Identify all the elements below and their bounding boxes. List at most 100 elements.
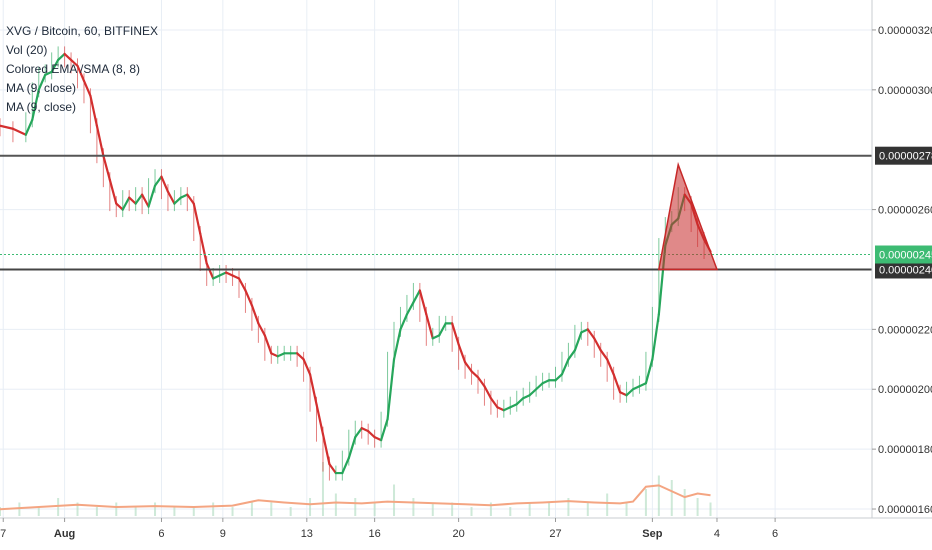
horizontal-lines[interactable]: 0.00000278 0.00000240 0.00000245: [0, 146, 932, 279]
price-segment: [360, 427, 370, 433]
price-segment: [205, 262, 215, 280]
price-segment: [308, 373, 318, 406]
price-segment: [399, 313, 409, 331]
price-segment: [625, 388, 635, 397]
price-segment: [522, 394, 531, 400]
volume-bar: [509, 507, 512, 516]
price-segment: [586, 328, 596, 340]
legend-item-ma-1[interactable]: MA (9, close): [6, 81, 77, 95]
x-tick-label: 7: [0, 528, 6, 540]
x-tick-label: 9: [220, 528, 226, 540]
volume-bar: [528, 502, 531, 516]
price-segment: [554, 373, 564, 382]
y-tick-label: 0.00000300: [878, 85, 932, 97]
volume-bar: [567, 498, 570, 516]
legend-title[interactable]: XVG / Bitcoin, 60, BITFINEX: [6, 24, 159, 38]
price-segment: [173, 196, 182, 205]
price-segment: [644, 358, 654, 385]
x-tick-label: 16: [369, 528, 381, 540]
price-segment: [224, 271, 234, 277]
price-segment: [37, 73, 47, 91]
price-segment: [483, 385, 493, 400]
volume-bar: [696, 498, 699, 516]
price-segment: [69, 58, 79, 67]
volume-bar: [231, 507, 234, 516]
price-segment: [470, 370, 480, 379]
volume-bar: [548, 502, 551, 516]
price-segment: [425, 313, 434, 340]
volume-bar: [606, 493, 609, 516]
volume-bar: [586, 502, 589, 516]
legend-item-ema-sma[interactable]: Colored EMA /SMA (8, 8): [6, 62, 141, 76]
volume-bar: [321, 462, 324, 516]
price-segment: [257, 322, 266, 337]
volume-bar: [709, 502, 712, 516]
volume-bar: [250, 502, 253, 516]
price-segment: [573, 331, 583, 352]
price-segment: [302, 358, 312, 376]
volume-bar: [451, 502, 454, 516]
price-segment: [496, 406, 505, 412]
price-segment: [147, 184, 157, 208]
price-segment: [50, 58, 60, 73]
price-segment: [535, 382, 544, 391]
legend: XVG / Bitcoin, 60, BITFINEX Vol (20) Col…: [6, 22, 158, 117]
volume-bar: [57, 498, 60, 516]
triangle-shape: [657, 161, 719, 271]
price-segment: [24, 118, 34, 136]
last-price-badge: [875, 245, 932, 264]
y-tick-label: 0.00000220: [878, 324, 932, 336]
volume-bar: [431, 502, 434, 516]
price-segment: [263, 334, 273, 355]
price-segment: [386, 358, 396, 421]
price-segment: [0, 124, 15, 130]
legend-item-ma-2[interactable]: MA (9, close): [6, 100, 77, 114]
price-segment: [580, 328, 589, 334]
volume-bar: [334, 493, 337, 516]
price-segment: [270, 352, 279, 358]
price-segment: [560, 358, 570, 376]
price-segment: [631, 385, 641, 391]
price-segment: [128, 196, 137, 205]
price-segment: [515, 397, 525, 406]
volume-bar: [37, 507, 40, 516]
price-segment: [347, 436, 357, 460]
triangle-drawing[interactable]: [657, 161, 719, 271]
price-segment: [593, 337, 602, 352]
legend-item-vol[interactable]: Vol (20): [6, 43, 48, 57]
price-segment: [95, 124, 105, 157]
price-segment: [115, 202, 124, 211]
price-badge: [875, 146, 932, 165]
price-segment: [315, 403, 325, 436]
price-segment: [250, 304, 260, 325]
volume-bar: [270, 502, 273, 516]
price-segment: [276, 352, 286, 358]
time-axis[interactable]: 7 Aug 6 9 13 16 20 27 Sep 4 6: [0, 517, 932, 540]
price-segment: [296, 352, 305, 361]
x-tick-label: 6: [158, 528, 164, 540]
price-segment: [438, 322, 447, 337]
price-segment: [392, 328, 402, 361]
price-axis[interactable]: 0.00000320 0.00000300 0.00000260 0.00000220…: [871, 0, 932, 518]
price-segment: [102, 154, 111, 181]
price-segment: [431, 334, 441, 340]
price-segment: [502, 406, 512, 412]
price-segment: [134, 193, 144, 205]
price-segment: [651, 313, 660, 361]
y-tick-label: 0.00000260: [878, 205, 932, 217]
volume-bar: [354, 498, 357, 516]
price-segment: [567, 349, 576, 361]
price-segment: [405, 301, 415, 316]
volume-bar: [373, 502, 376, 516]
x-tick-label: Aug: [54, 528, 75, 540]
price-segment: [489, 397, 499, 409]
price-segment: [108, 178, 118, 205]
y-tick-label: 0.00000200: [878, 384, 932, 396]
x-tick-label: 20: [452, 528, 464, 540]
price-segment: [44, 70, 53, 76]
price-badge-label: 0.00000240: [879, 264, 932, 276]
price-segment: [160, 175, 170, 193]
price-segment: [451, 322, 460, 346]
volume-bar: [412, 498, 415, 516]
